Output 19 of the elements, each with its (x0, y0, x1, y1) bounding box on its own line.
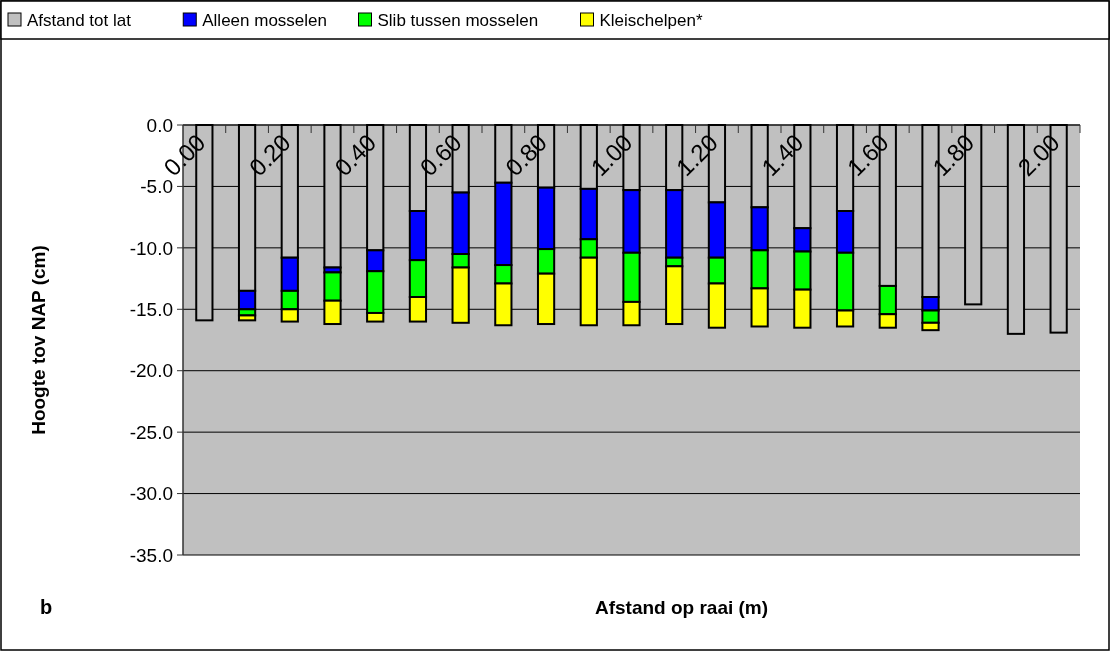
y-tick-label: -25.0 (129, 421, 173, 443)
y-tick-label: 0.0 (146, 114, 173, 136)
y-tick-label: -15.0 (129, 298, 173, 320)
x-axis-title: Afstand op raai (m) (594, 597, 769, 618)
y-tick-label: -35.0 (129, 544, 173, 566)
legend-label: Kleischelpen* (599, 11, 703, 30)
legend-label: Alleen mosselen (202, 11, 327, 30)
x-tick-label: 0.80 (499, 128, 553, 181)
text: b (40, 596, 53, 618)
y-tick-label: -30.0 (129, 483, 173, 505)
x-tick-label: 0.60 (414, 128, 467, 181)
y-tick-label: -5.0 (140, 176, 173, 198)
y-tick-label: -10.0 (129, 237, 173, 259)
legend-label: Slib tussen mosselen (377, 11, 539, 30)
x-tick-label: 0.20 (243, 128, 296, 181)
y-axis-title: Hoogte tov NAP (cm) (28, 245, 49, 435)
x-tick-label: 0.40 (329, 128, 382, 181)
legend-label: Afstand tot lat (27, 11, 132, 30)
y-tick-label: -20.0 (129, 360, 173, 382)
